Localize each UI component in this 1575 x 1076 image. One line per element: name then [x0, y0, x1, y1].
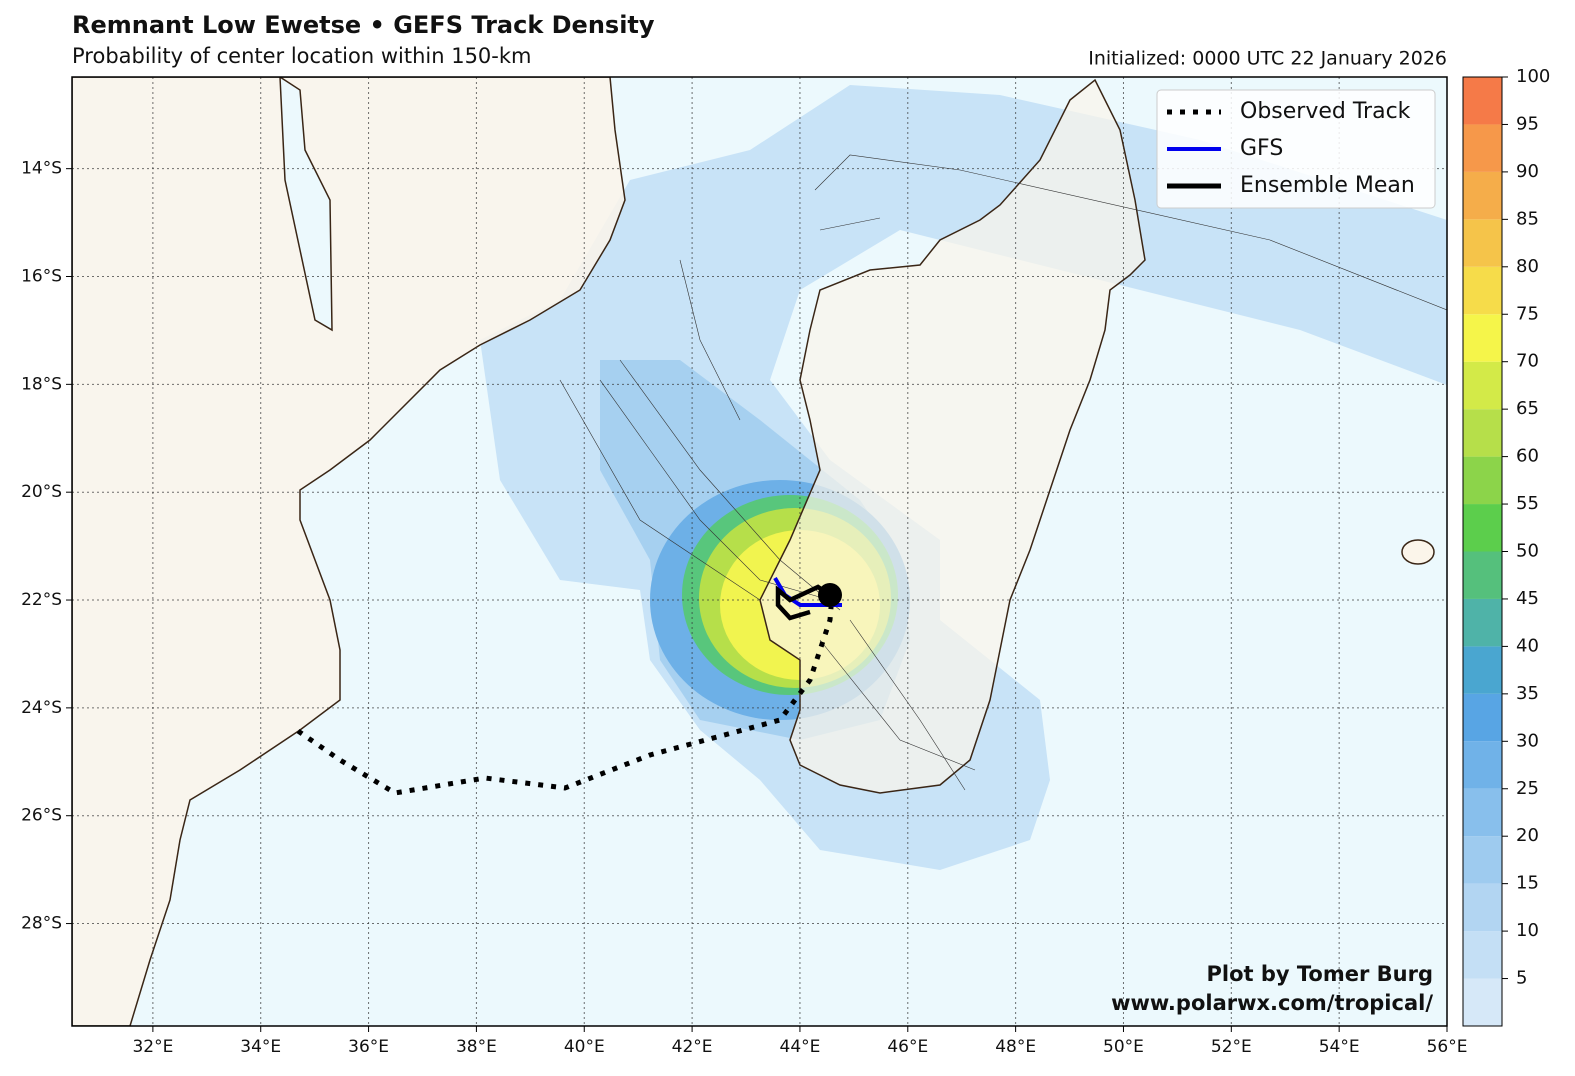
colorbar-level: [1463, 978, 1502, 1026]
colorbar-tick-label: 15: [1516, 873, 1539, 894]
x-tick-label: 54°E: [1319, 1037, 1360, 1057]
colorbar-level: [1463, 314, 1502, 362]
colorbar-tick-label: 85: [1516, 208, 1539, 229]
y-tick-label: 16°S: [21, 267, 62, 287]
legend-label: Ensemble Mean: [1240, 173, 1415, 198]
madagascar: [759, 78, 1146, 794]
colorbar-tick-label: 90: [1516, 161, 1539, 182]
colorbar-tick-label: 20: [1516, 825, 1539, 846]
colorbar-level: [1463, 598, 1502, 647]
colorbar-level: [1463, 551, 1502, 599]
colorbar-tick-label: 25: [1516, 778, 1539, 799]
colorbar-tick-label: 70: [1516, 351, 1539, 372]
colorbar-tick-label: 35: [1516, 683, 1539, 704]
x-tick-label: 42°E: [672, 1037, 713, 1057]
x-tick-label: 34°E: [240, 1037, 281, 1057]
y-tick-label: 18°S: [21, 374, 62, 394]
y-tick-label: 22°S: [21, 590, 62, 610]
colorbar-tick-label: 30: [1516, 730, 1539, 751]
colorbar-tick-label: 45: [1516, 588, 1539, 609]
x-tick-label: 46°E: [887, 1037, 928, 1057]
initialized: Initialized: 0000 UTC 22 January 2026: [1088, 48, 1447, 70]
colorbar-level: [1463, 504, 1502, 552]
colorbar-tick-label: 95: [1516, 113, 1539, 134]
y-tick-label: 26°S: [21, 806, 62, 826]
x-tick-label: 48°E: [995, 1037, 1036, 1057]
colorbar-tick-label: 55: [1516, 493, 1539, 514]
lake: [279, 77, 333, 332]
y-tick-label: 14°S: [21, 159, 62, 179]
x-tick-label: 32°E: [132, 1037, 173, 1057]
x-tick-label: 40°E: [564, 1037, 605, 1057]
title: Remnant Low Ewetse • GEFS Track Density: [72, 11, 655, 39]
x-tick-label: 38°E: [456, 1037, 497, 1057]
colorbar-tick-label: 40: [1516, 635, 1539, 656]
colorbar-level: [1463, 266, 1502, 315]
colorbar-level: [1463, 883, 1502, 932]
x-tick-label: 50°E: [1103, 1037, 1144, 1057]
colorbar-level: [1463, 219, 1502, 267]
x-tick-label: 52°E: [1211, 1037, 1252, 1057]
colorbar-tick-label: 75: [1516, 303, 1539, 324]
colorbar-level: [1463, 409, 1502, 457]
legend: [1156, 89, 1436, 209]
ensemble-mean-track: [775, 584, 832, 621]
colorbar-level: [1463, 693, 1502, 742]
x-tick-label: 44°E: [780, 1037, 821, 1057]
map-frame: [71, 76, 1448, 1027]
y-tick-label: 24°S: [21, 698, 62, 718]
colorbar-tick-label: 60: [1516, 446, 1539, 467]
legend-label: Observed Track: [1240, 99, 1411, 124]
colorbar-tick-label: 100: [1516, 66, 1550, 87]
map: [72, 77, 1447, 1026]
colorbar-tick-label: 65: [1516, 398, 1539, 419]
colorbar-level: [1463, 646, 1502, 694]
colorbar-tick-label: 10: [1516, 920, 1539, 941]
africa: [72, 77, 626, 1026]
colorbar-level: [1463, 741, 1502, 789]
colorbar-tick-label: 80: [1516, 256, 1539, 277]
colorbar-tick-label: 5: [1516, 968, 1527, 989]
colorbar-level: [1463, 361, 1502, 410]
colorbar-tick-label: 50: [1516, 541, 1539, 562]
x-tick-label: 36°E: [348, 1037, 389, 1057]
colorbar-level: [1463, 171, 1502, 220]
member-tracks: [559, 154, 1447, 791]
current-position: [818, 583, 842, 607]
subtitle: Probability of center location within 15…: [72, 44, 532, 68]
colorbar-level: [1463, 124, 1502, 172]
legend-label: GFS: [1240, 136, 1283, 161]
y-tick-label: 20°S: [21, 482, 62, 502]
colorbar-level: [1463, 931, 1502, 979]
y-tick-label: 28°S: [21, 914, 62, 934]
colorbar-level: [1463, 77, 1502, 125]
colorbar-level: [1463, 788, 1502, 837]
credit: www.polarwx.com/tropical/: [1111, 991, 1433, 1015]
x-tick-label: 56°E: [1427, 1037, 1468, 1057]
credit: Plot by Tomer Burg: [1207, 962, 1434, 986]
colorbar-level: [1463, 456, 1502, 505]
colorbar-level: [1463, 836, 1502, 884]
island: [1401, 539, 1435, 565]
